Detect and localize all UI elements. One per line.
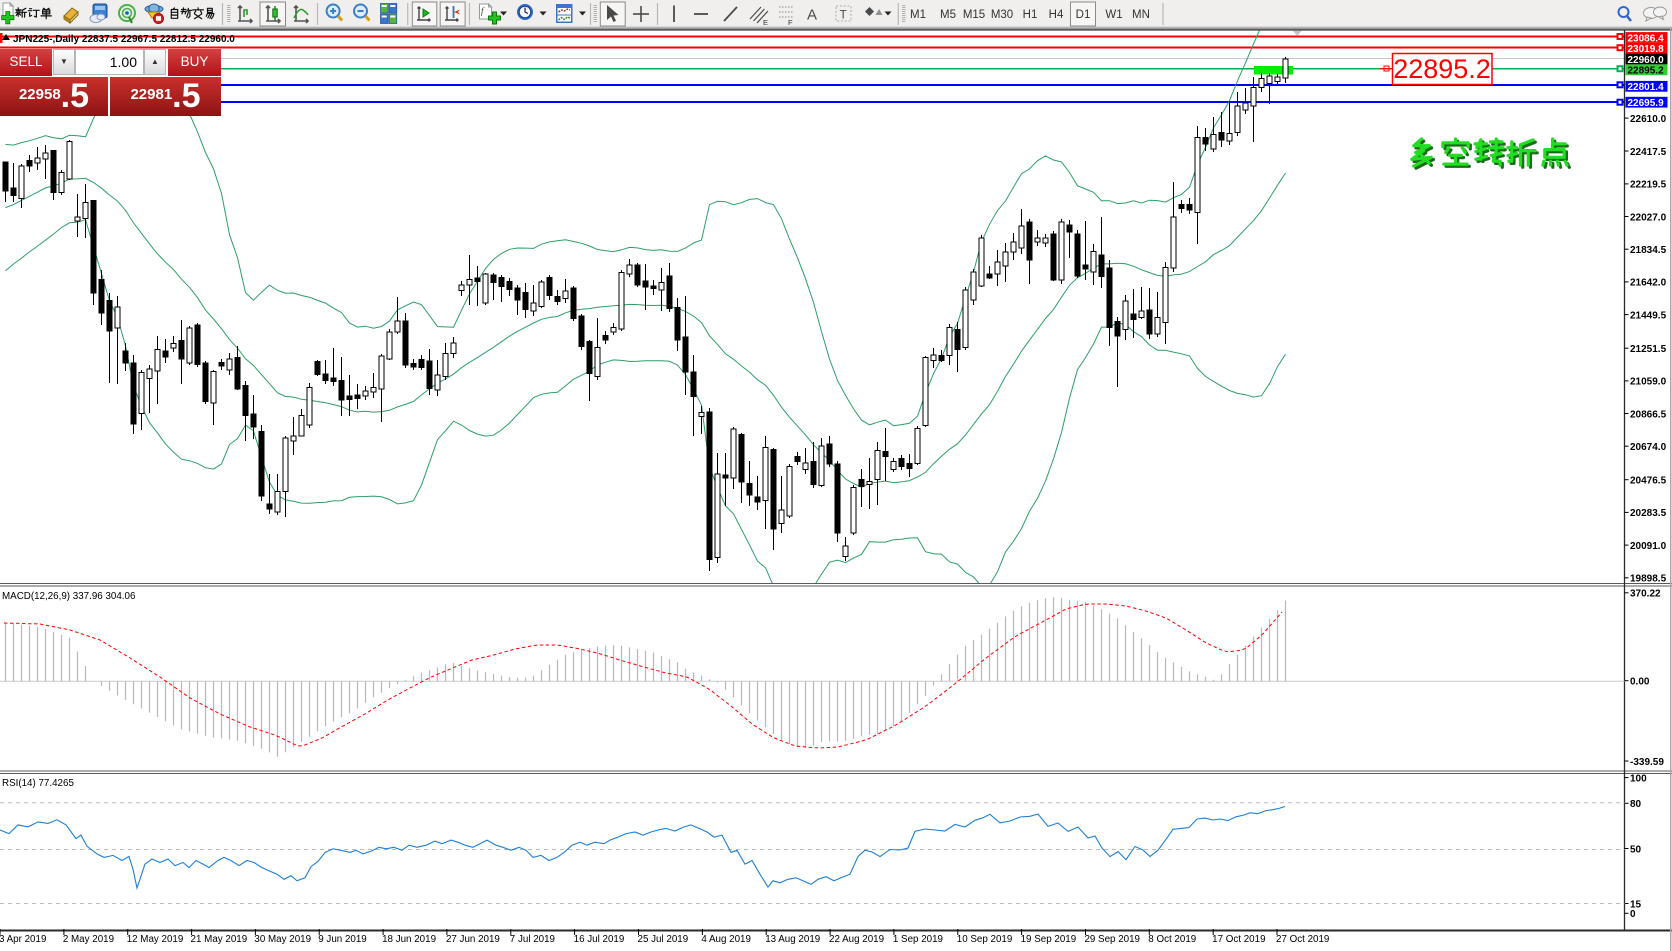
svg-text:370.22: 370.22 bbox=[1630, 589, 1661, 600]
svg-text:10 Sep 2019: 10 Sep 2019 bbox=[957, 934, 1013, 945]
svg-text:-339.59: -339.59 bbox=[1630, 757, 1664, 768]
svg-text:22027.0: 22027.0 bbox=[1630, 212, 1667, 223]
svg-text:1 Sep 2019: 1 Sep 2019 bbox=[893, 934, 943, 945]
svg-text:22895.2: 22895.2 bbox=[1628, 66, 1665, 77]
svg-text:22417.5: 22417.5 bbox=[1630, 147, 1667, 158]
svg-text:23086.4: 23086.4 bbox=[1628, 33, 1665, 44]
svg-text:80: 80 bbox=[1630, 799, 1642, 810]
svg-text:7 Jul 2019: 7 Jul 2019 bbox=[510, 934, 555, 945]
svg-text:16 Jul 2019: 16 Jul 2019 bbox=[574, 934, 625, 945]
svg-text:M15: M15 bbox=[963, 9, 985, 21]
svg-text:H4: H4 bbox=[1049, 9, 1064, 21]
svg-text:22960.0: 22960.0 bbox=[1628, 55, 1665, 66]
svg-text:M5: M5 bbox=[940, 9, 956, 21]
svg-text:22801.4: 22801.4 bbox=[1628, 82, 1665, 93]
svg-text:15: 15 bbox=[1630, 899, 1642, 910]
svg-text:21251.5: 21251.5 bbox=[1630, 344, 1667, 355]
svg-text:50: 50 bbox=[1630, 844, 1642, 855]
svg-text:100: 100 bbox=[1630, 773, 1647, 784]
svg-text:22695.9: 22695.9 bbox=[1628, 98, 1665, 109]
svg-text:20866.5: 20866.5 bbox=[1630, 409, 1667, 420]
svg-text:19898.5: 19898.5 bbox=[1630, 574, 1667, 585]
svg-text:30 May 2019: 30 May 2019 bbox=[254, 934, 311, 945]
svg-text:2 May 2019: 2 May 2019 bbox=[63, 934, 114, 945]
svg-text:A: A bbox=[807, 7, 817, 24]
svg-text:22610.0: 22610.0 bbox=[1630, 114, 1667, 125]
svg-text:20476.5: 20476.5 bbox=[1630, 476, 1667, 487]
svg-text:22895.2: 22895.2 bbox=[1393, 54, 1491, 84]
svg-text:19 Sep 2019: 19 Sep 2019 bbox=[1021, 934, 1077, 945]
svg-text:27 Oct 2019: 27 Oct 2019 bbox=[1276, 934, 1329, 945]
svg-text:T: T bbox=[840, 8, 848, 22]
svg-text:8 Oct 2019: 8 Oct 2019 bbox=[1148, 934, 1196, 945]
svg-text:12 May 2019: 12 May 2019 bbox=[127, 934, 184, 945]
svg-text:0.00: 0.00 bbox=[1630, 677, 1650, 688]
svg-text:E: E bbox=[763, 18, 768, 27]
svg-text:21 May 2019: 21 May 2019 bbox=[191, 934, 248, 945]
svg-text:MN: MN bbox=[1132, 9, 1150, 21]
svg-text:F: F bbox=[788, 18, 793, 27]
svg-text:22219.5: 22219.5 bbox=[1630, 180, 1667, 191]
svg-text:21834.5: 21834.5 bbox=[1630, 245, 1667, 256]
svg-text:17 Oct 2019: 17 Oct 2019 bbox=[1212, 934, 1265, 945]
svg-text:27 Jun 2019: 27 Jun 2019 bbox=[446, 934, 500, 945]
svg-text:M30: M30 bbox=[991, 9, 1013, 21]
svg-text:M1: M1 bbox=[910, 9, 926, 21]
svg-text:9 Jun 2019: 9 Jun 2019 bbox=[318, 934, 366, 945]
svg-text:H1: H1 bbox=[1023, 9, 1038, 21]
svg-text:MACD(12,26,9) 337.96 304.06: MACD(12,26,9) 337.96 304.06 bbox=[2, 591, 136, 602]
svg-text:0: 0 bbox=[1630, 909, 1636, 920]
svg-text:f: f bbox=[481, 6, 485, 16]
svg-text:21059.0: 21059.0 bbox=[1630, 377, 1667, 388]
svg-text:22 Aug 2019: 22 Aug 2019 bbox=[829, 934, 884, 945]
svg-text:29 Sep 2019: 29 Sep 2019 bbox=[1084, 934, 1140, 945]
svg-text:JPN225-,Daily 22837.5 22967.5: JPN225-,Daily 22837.5 22967.5 22812.5 22… bbox=[13, 34, 235, 45]
svg-text:D1: D1 bbox=[1076, 9, 1091, 21]
svg-text:20283.5: 20283.5 bbox=[1630, 508, 1667, 519]
svg-text:RSI(14) 77.4265: RSI(14) 77.4265 bbox=[2, 778, 74, 789]
svg-text:20091.0: 20091.0 bbox=[1630, 541, 1667, 552]
svg-text:3 Apr 2019: 3 Apr 2019 bbox=[0, 934, 46, 945]
svg-text:25 Jul 2019: 25 Jul 2019 bbox=[638, 934, 689, 945]
svg-text:20674.0: 20674.0 bbox=[1630, 442, 1667, 453]
svg-text:21449.5: 21449.5 bbox=[1630, 310, 1667, 321]
svg-text:23019.8: 23019.8 bbox=[1628, 44, 1665, 55]
svg-text:21642.0: 21642.0 bbox=[1630, 278, 1667, 289]
svg-text:4 Aug 2019: 4 Aug 2019 bbox=[701, 934, 751, 945]
svg-text:W1: W1 bbox=[1105, 9, 1122, 21]
svg-text:18 Jun 2019: 18 Jun 2019 bbox=[382, 934, 436, 945]
svg-text:13 Aug 2019: 13 Aug 2019 bbox=[765, 934, 820, 945]
